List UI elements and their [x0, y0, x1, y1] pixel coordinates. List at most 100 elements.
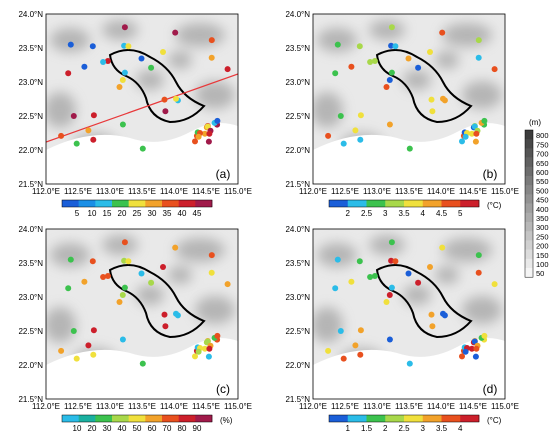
- station-marker: [357, 112, 364, 119]
- colorbar-tick-label: 4.5: [436, 209, 448, 218]
- station-marker: [161, 311, 168, 318]
- colorbar-segment: [162, 200, 179, 207]
- colorbar-tick-label: 3.5: [436, 424, 448, 433]
- station-marker: [386, 121, 393, 128]
- region-boundary: [108, 264, 206, 339]
- colorbar-tick-label: 20: [118, 209, 127, 218]
- station-marker: [214, 117, 221, 124]
- lon-tick-label: 112.0°E: [32, 187, 60, 196]
- map-frame: [312, 228, 506, 400]
- station-marker: [121, 239, 128, 246]
- panel-colorbar: 1 1.5 2 2.5 3 3.5 4 (°C): [328, 414, 502, 433]
- station-marker: [388, 284, 395, 291]
- station-marker: [148, 279, 155, 286]
- station-marker: [429, 108, 436, 115]
- panel-label: (c): [216, 382, 230, 396]
- station-marker: [383, 299, 390, 305]
- colorbar-tick-label: 30: [103, 424, 112, 433]
- colorbar-unit: (%): [220, 416, 233, 425]
- colorbar-segment: [95, 200, 113, 207]
- colorbar-segment: [366, 415, 386, 422]
- lat-tick-label: 24.0°N: [285, 10, 310, 19]
- colorbar-tick-label: 60: [148, 424, 157, 433]
- lon-tick-label: 114.5°E: [459, 402, 487, 411]
- station-marker: [392, 43, 399, 50]
- lat-tick-label: 22.0°N: [18, 361, 43, 370]
- station-marker: [459, 353, 465, 360]
- station-marker: [138, 55, 145, 62]
- station-marker: [119, 121, 126, 128]
- station-marker: [73, 355, 80, 362]
- lon-tick-label: 112.5°E: [64, 402, 92, 411]
- elevation-tick-label: 600: [536, 168, 549, 177]
- region-boundary: [375, 264, 473, 339]
- map-frame: [45, 13, 239, 185]
- colorbar-tick-label: 30: [148, 209, 157, 218]
- lat-tick-label: 22.5°N: [18, 327, 43, 336]
- colorbar-segment: [404, 415, 424, 422]
- station-marker: [104, 273, 111, 279]
- station-marker: [352, 127, 359, 134]
- station-marker: [81, 63, 88, 70]
- elevation-segment: [525, 176, 533, 186]
- station-marker: [429, 323, 436, 330]
- colorbar-tick-label: 20: [88, 424, 97, 433]
- station-marker: [206, 345, 213, 352]
- station-marker: [415, 279, 422, 286]
- panel-a: (a): [45, 13, 239, 185]
- station-marker: [468, 345, 475, 352]
- colorbar-segment: [78, 415, 96, 422]
- panel-colorbar: 5 10 15 20 25 30 35 40 45: [61, 199, 213, 218]
- station-marker: [104, 58, 111, 64]
- station-marker: [65, 70, 72, 77]
- station-marker: [206, 130, 213, 137]
- lon-tick-label: 112.5°E: [331, 402, 359, 411]
- lon-tick-label: 115.0°E: [491, 187, 519, 196]
- station-marker: [472, 353, 479, 360]
- station-marker: [332, 285, 339, 292]
- lat-tick-label: 22.5°N: [18, 112, 43, 121]
- lon-tick-label: 113.5°E: [128, 402, 156, 411]
- panel-d: (d): [312, 228, 506, 400]
- station-marker: [224, 66, 231, 73]
- elevation-tick-label: 100: [536, 260, 549, 269]
- lon-tick-label: 114.5°E: [459, 187, 487, 196]
- elevation-segment: [525, 148, 533, 158]
- station-marker: [352, 342, 359, 349]
- colorbar-tick-label: 35: [163, 209, 172, 218]
- station-marker: [356, 43, 363, 50]
- station-marker: [138, 270, 145, 277]
- elevation-segment: [525, 166, 533, 177]
- lat-tick-label: 23.0°N: [18, 78, 43, 87]
- station-marker: [371, 58, 378, 64]
- station-marker: [491, 281, 498, 288]
- colorbar-segment: [145, 200, 163, 207]
- station-marker: [473, 130, 480, 137]
- station-marker: [208, 252, 215, 259]
- lat-tick-label: 23.5°N: [18, 259, 43, 268]
- lon-tick-label: 113.5°E: [128, 187, 156, 196]
- colorbar-segment: [112, 415, 129, 422]
- colorbar-frame: [328, 199, 480, 208]
- colorbar-unit: (°C): [487, 416, 502, 425]
- colorbar-segment: [128, 415, 146, 422]
- elevation-segment: [525, 185, 533, 195]
- colorbar-segment: [145, 415, 163, 422]
- station-marker: [208, 54, 215, 61]
- station-marker: [172, 244, 179, 251]
- colorbar-tick-label: 2.5: [361, 209, 373, 218]
- station-marker: [481, 332, 488, 339]
- station-marker: [173, 310, 179, 317]
- elevation-segment: [525, 240, 533, 250]
- lat-tick-label: 22.0°N: [18, 146, 43, 155]
- colorbar-segment: [195, 415, 213, 422]
- elevation-segment: [525, 222, 533, 232]
- colorbar-frame: [61, 414, 213, 423]
- elevation-tick-label: 50: [536, 269, 544, 278]
- colorbar-segment: [385, 200, 405, 207]
- station-marker: [440, 310, 446, 317]
- station-marker: [125, 43, 132, 50]
- station-marker: [205, 353, 212, 360]
- elevation-frame: [524, 129, 534, 278]
- colorbar-tick-label: 40: [118, 424, 127, 433]
